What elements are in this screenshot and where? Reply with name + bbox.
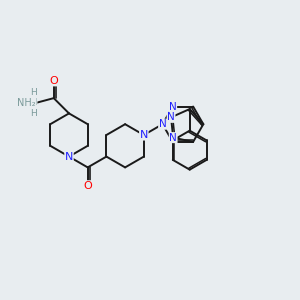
Text: O: O (50, 76, 58, 86)
Text: N: N (169, 133, 177, 142)
Text: H
N
H: H N H (30, 88, 37, 118)
Text: O: O (83, 181, 92, 191)
Text: N: N (159, 119, 167, 129)
Text: N: N (169, 101, 177, 112)
Text: NH₂: NH₂ (17, 98, 36, 108)
Text: N: N (140, 130, 148, 140)
Text: N: N (167, 112, 175, 122)
Text: N: N (65, 152, 73, 162)
